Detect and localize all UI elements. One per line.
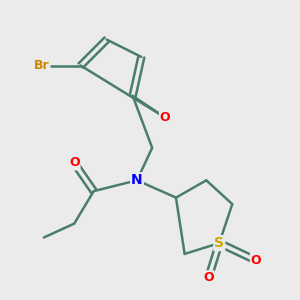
Text: N: N: [131, 173, 143, 187]
Text: O: O: [203, 271, 214, 284]
Text: O: O: [251, 254, 261, 267]
Text: Br: Br: [34, 59, 50, 72]
Text: O: O: [160, 111, 170, 124]
Text: O: O: [69, 157, 80, 169]
Text: S: S: [214, 236, 224, 250]
